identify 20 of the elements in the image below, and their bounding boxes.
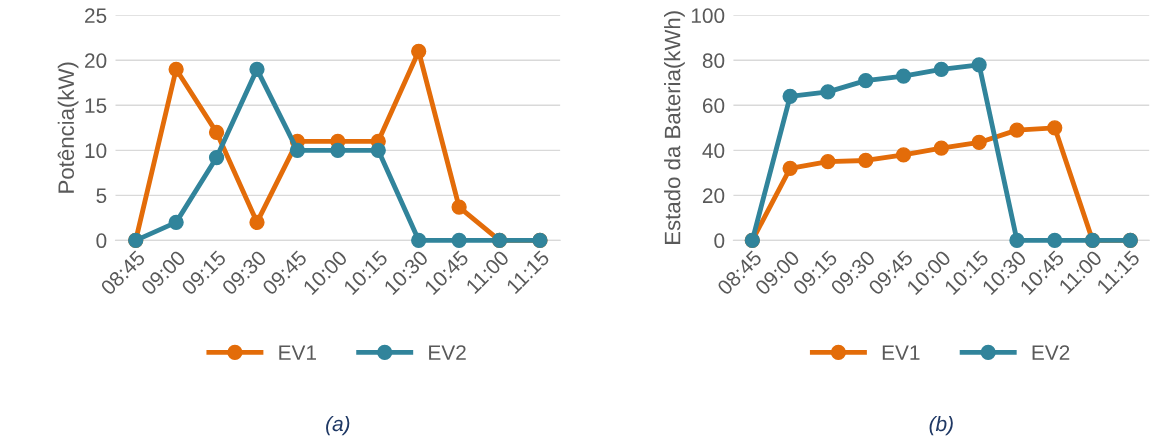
y-axis-title: Estado da Bateria(kWh) [664, 11, 685, 244]
legend-label: EV2 [1032, 345, 1070, 360]
y-tick-label: 20 [85, 53, 107, 69]
legend-label: EV1 [279, 345, 316, 360]
y-tick-label: 0 [96, 233, 107, 249]
y-tick-label: 20 [702, 188, 725, 204]
y-axis-title: Potência(kW) [57, 62, 79, 193]
y-tick-label: 5 [96, 188, 107, 204]
y-tick-label: 80 [702, 53, 725, 69]
y-tick-label: 100 [691, 8, 725, 24]
y-tick-label: 25 [85, 8, 107, 24]
legend-label: EV1 [882, 345, 920, 360]
y-tick-label: 40 [702, 143, 725, 159]
text: (a) [326, 415, 350, 436]
legend-label: EV2 [429, 345, 466, 360]
y-tick-label: 15 [85, 98, 107, 114]
y-tick-label: 60 [702, 98, 725, 114]
text: (b) [929, 415, 953, 436]
y-tick-label: 10 [85, 143, 107, 159]
y-tick-label: 0 [714, 233, 725, 249]
